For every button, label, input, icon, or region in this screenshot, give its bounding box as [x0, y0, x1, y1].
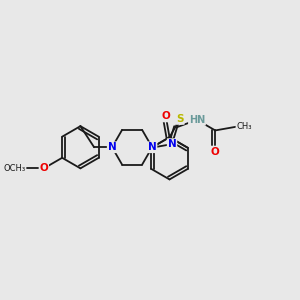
Text: N: N [108, 142, 116, 152]
Text: CH₃: CH₃ [236, 122, 251, 131]
Text: O: O [40, 164, 48, 173]
Text: OCH₃: OCH₃ [4, 164, 26, 173]
Text: O: O [161, 111, 170, 122]
Text: HN: HN [189, 115, 205, 125]
Text: S: S [176, 114, 184, 124]
Text: O: O [211, 146, 220, 157]
Text: N: N [148, 142, 157, 152]
Text: N: N [168, 139, 176, 149]
